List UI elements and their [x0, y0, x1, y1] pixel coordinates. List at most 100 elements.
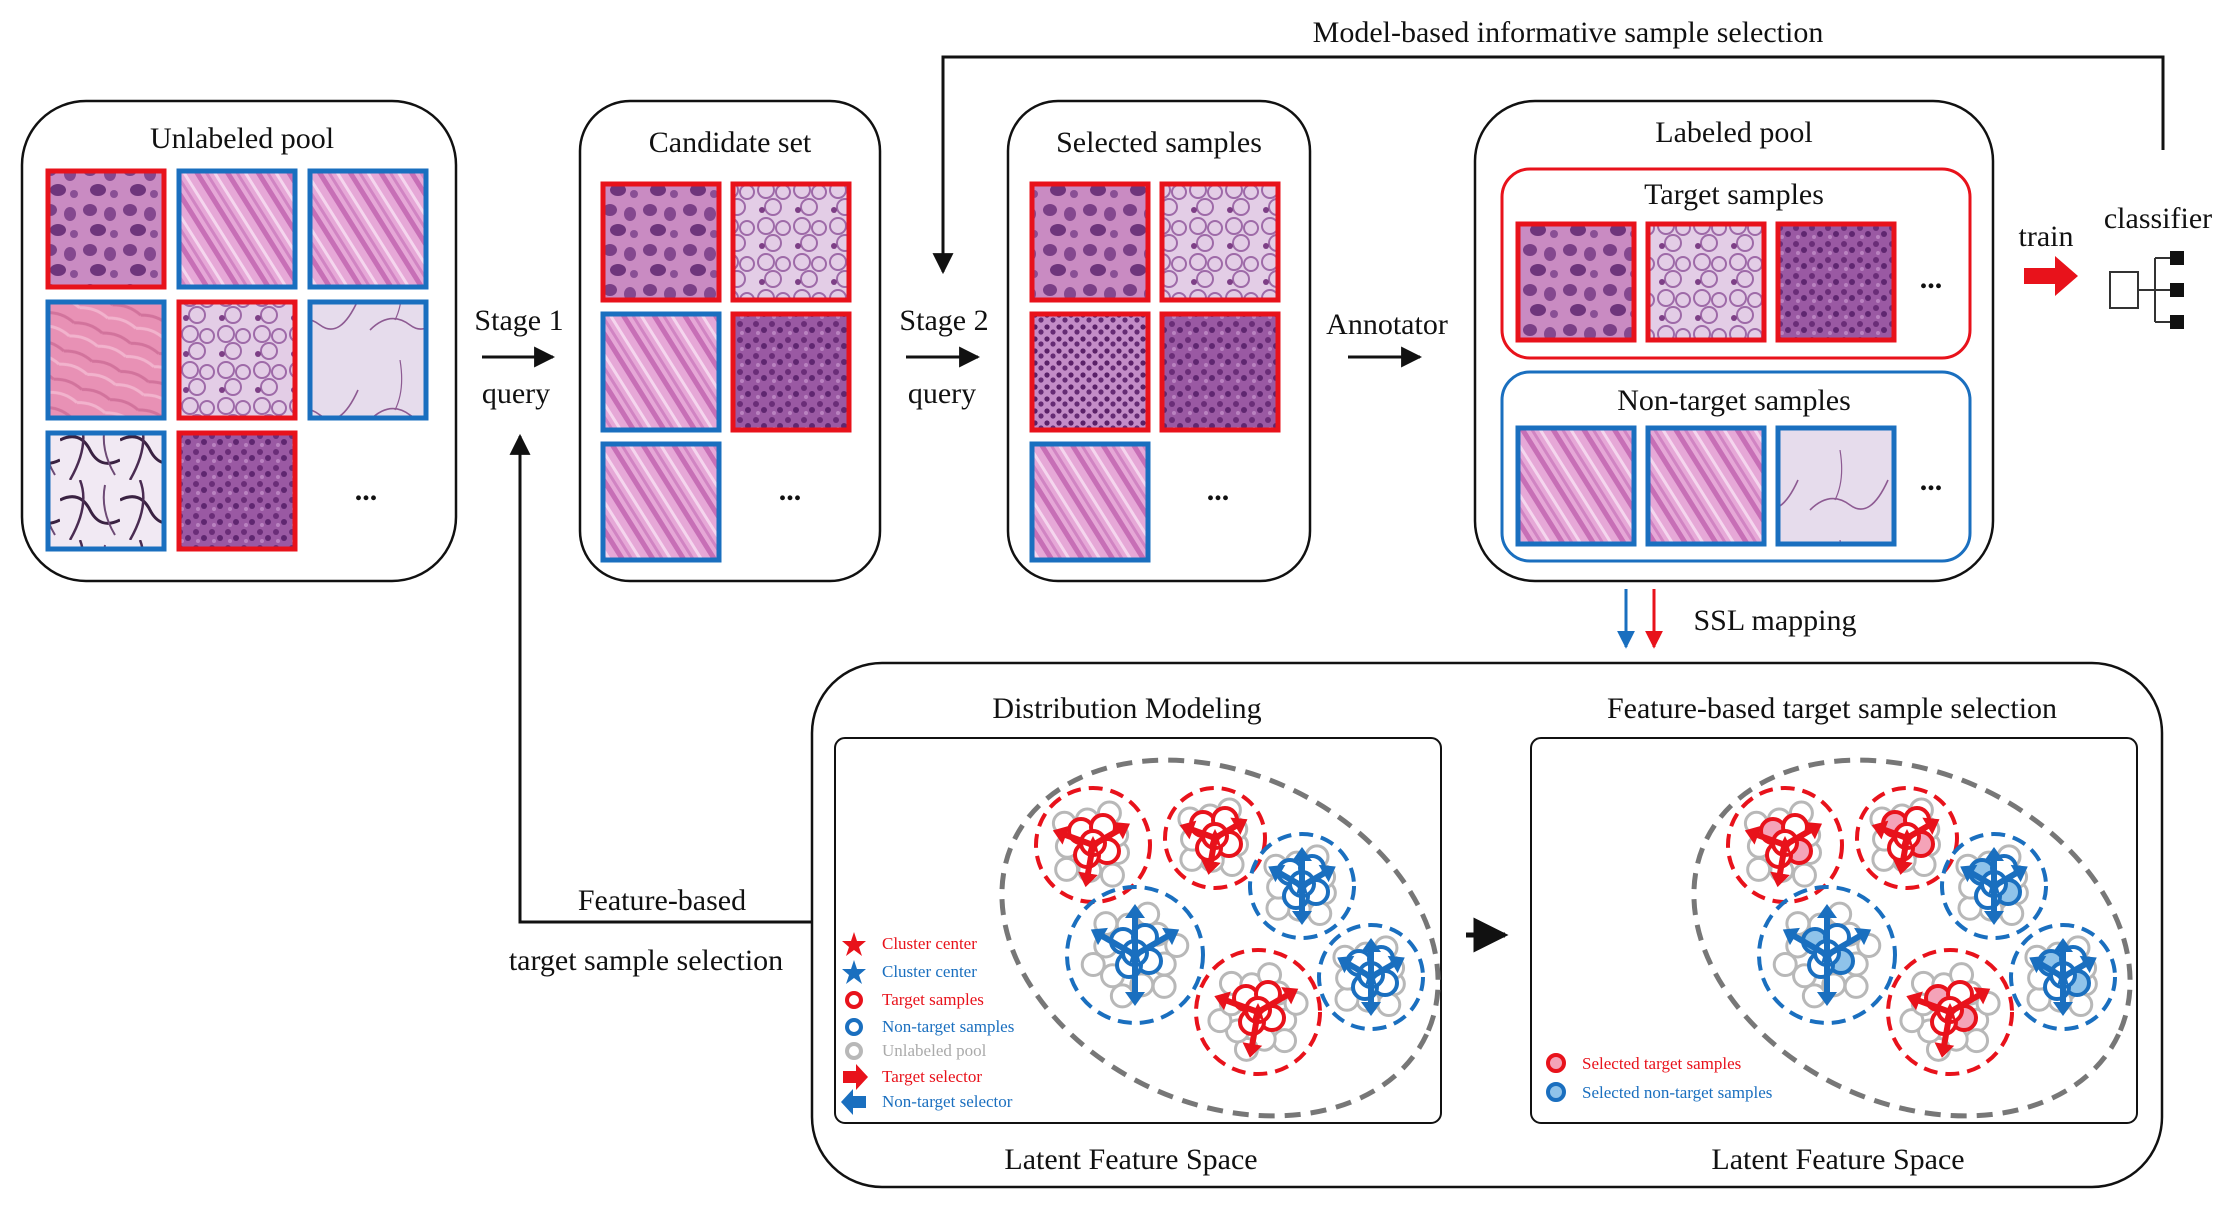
non-target-samples-group — [1500, 370, 1972, 563]
cluster-center-star-icon — [1985, 877, 2003, 895]
cluster-boundary — [1065, 885, 1205, 1025]
non-target-cluster — [2009, 923, 2117, 1031]
train-arrow — [2024, 256, 2078, 296]
labeled-pool-title: Labeled pool — [1655, 116, 1812, 149]
cluster-center-star-icon — [2054, 968, 2072, 986]
stage2-query: query — [908, 377, 976, 410]
feedback-label-line1: Feature-based — [578, 884, 746, 917]
unlabeled-sample — [1080, 951, 1106, 977]
target-tile — [1029, 181, 1151, 303]
cluster-boundary — [1757, 885, 1897, 1025]
ellipsis: ... — [779, 474, 802, 507]
cluster-center-star-icon — [1898, 829, 1916, 847]
legend-star-red-icon — [842, 932, 866, 956]
clusters-right — [1726, 786, 2117, 1076]
selected-samples-panel: Selected samples ... — [1006, 99, 1312, 583]
non-target-tile — [45, 430, 167, 552]
ellipsis: ... — [1207, 474, 1230, 507]
unlabeled-sample — [1099, 862, 1125, 888]
target-cluster — [1163, 786, 1267, 890]
unlabeled-sample — [1272, 1028, 1298, 1054]
unlabeled-sample — [1054, 856, 1080, 882]
clusters-left — [1034, 786, 1425, 1076]
target-tile — [600, 181, 722, 303]
feature-selection-title: Feature-based target sample selection — [1607, 692, 2057, 725]
non-target-tile — [1029, 441, 1151, 563]
unlabeled-pool-title: Unlabeled pool — [150, 122, 334, 155]
ellipsis: ... — [355, 474, 378, 507]
legend-label: Non-target samples — [882, 1017, 1014, 1036]
feedback-label-line2: target sample selection — [509, 944, 783, 977]
cluster-boundary — [1194, 948, 1322, 1076]
legend-label: Unlabeled pool — [882, 1041, 987, 1060]
cluster-center-star-icon — [1818, 946, 1836, 964]
legend-right: Selected target samples Selected non-tar… — [1546, 1053, 1772, 1102]
legend-ring-gray-icon — [845, 1042, 863, 1060]
cluster-boundary — [1855, 786, 1959, 890]
target-selector-arrow — [1934, 1011, 1955, 1058]
legend-label: Non-target selector — [882, 1092, 1013, 1111]
labeled-target-tiles — [1515, 221, 1897, 343]
candidate-set-title: Candidate set — [649, 126, 812, 159]
target-cluster — [1855, 786, 1959, 890]
cluster-center-star-icon — [1126, 946, 1144, 964]
unlabeled-pool-tiles — [45, 168, 429, 552]
target-samples-group — [1500, 167, 1972, 360]
selected-samples-tiles — [1029, 181, 1281, 563]
non-target-tile — [1645, 425, 1767, 547]
latent-feature-caption-right: Latent Feature Space — [1711, 1143, 1964, 1176]
legend-star-blue-icon — [842, 960, 866, 984]
legend-arrow-left-icon — [841, 1089, 866, 1115]
target-tile — [176, 430, 298, 552]
cluster-center-star-icon — [1293, 877, 1311, 895]
stage2-label: Stage 2 — [899, 304, 988, 337]
stage1-query: query — [482, 377, 550, 410]
top-loop-arrow — [932, 55, 2165, 275]
non-target-tile — [1515, 425, 1637, 547]
non-target-selector-arrow — [1817, 955, 1837, 1006]
target-selector-arrow — [1256, 987, 1299, 1015]
non-target-selector-arrow — [1825, 927, 1872, 958]
stage1-label: Stage 1 — [474, 304, 563, 337]
non-target-tile — [45, 299, 167, 421]
target-cluster — [1194, 948, 1322, 1076]
candidate-set-panel: Candidate set ... — [578, 99, 882, 583]
cluster-center-star-icon — [1084, 836, 1102, 854]
top-loop-label: Model-based informative sample selection — [1313, 16, 1824, 49]
target-tile — [730, 311, 852, 433]
ellipsis: ... — [1920, 262, 1943, 295]
target-tile — [1775, 221, 1897, 343]
cluster-boundary — [1940, 832, 2048, 940]
cluster-boundary — [1248, 832, 1356, 940]
non-target-tile — [176, 168, 298, 290]
unlabeled-sample — [1843, 973, 1869, 999]
target-tile — [1515, 221, 1637, 343]
cluster-center-star-icon — [1249, 1003, 1267, 1021]
cluster-boundary — [1886, 948, 2014, 1076]
legend-label: Cluster center — [882, 934, 977, 953]
legend-label: Selected non-target samples — [1582, 1083, 1772, 1102]
labeled-pool-panel: Labeled pool Target samples ... Non-targ… — [1473, 99, 1995, 583]
non-target-tile — [307, 299, 429, 421]
legend-label: Target selector — [882, 1067, 982, 1086]
legend-label: Target samples — [882, 990, 984, 1009]
target-tile — [730, 181, 852, 303]
legend-label: Selected target samples — [1582, 1054, 1741, 1073]
cluster-boundary — [1163, 786, 1267, 890]
feedback-arrow — [509, 433, 812, 924]
non-target-tile — [307, 168, 429, 290]
target-tile — [176, 299, 298, 421]
target-tile — [1159, 181, 1281, 303]
unlabeled-sample — [1746, 856, 1772, 882]
unlabeled-sample — [1151, 973, 1177, 999]
legend-left: Cluster center Cluster center Target sam… — [841, 932, 1014, 1115]
non-target-tile — [1775, 425, 1897, 547]
ellipsis: ... — [1920, 464, 1943, 497]
target-selector-arrow — [1948, 987, 1991, 1015]
non-target-samples-title: Non-target samples — [1617, 384, 1851, 417]
unlabeled-sample — [2068, 992, 2094, 1018]
target-cluster — [1886, 948, 2014, 1076]
non-target-selector-arrow — [1125, 955, 1145, 1006]
unlabeled-sample — [1772, 951, 1798, 977]
train-label: train — [2019, 220, 2074, 253]
